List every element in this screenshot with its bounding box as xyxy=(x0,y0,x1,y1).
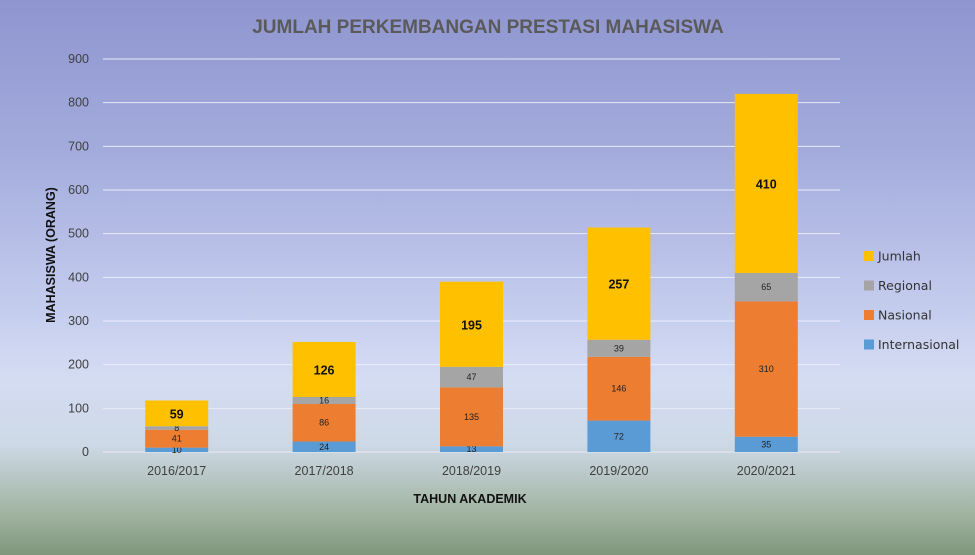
data-label: 10 xyxy=(172,445,182,455)
data-label: 310 xyxy=(759,364,774,374)
bar-segment-jumlah xyxy=(734,93,798,273)
x-tick-label: 2020/2021 xyxy=(737,464,796,478)
data-label: 16 xyxy=(319,395,329,405)
data-label: 65 xyxy=(761,282,771,292)
data-label: 86 xyxy=(319,418,329,428)
legend: Jumlah Regional Nasional Internasional xyxy=(864,249,959,352)
legend-label: Jumlah xyxy=(877,249,921,264)
bar-segment-internasional xyxy=(734,436,798,452)
y-tick-label: 900 xyxy=(68,52,89,66)
bar-segment-nasional xyxy=(292,403,356,442)
gridlines xyxy=(103,58,840,453)
x-axis-ticks: 2016/2017 2017/2018 2018/2019 2019/2020 2020… xyxy=(147,464,796,478)
chart-title: JUMLAH PERKEMBANGAN PRESTASI MAHASISWA xyxy=(252,17,724,38)
legend-swatch xyxy=(864,280,874,291)
bar-segment-regional xyxy=(440,366,503,388)
y-tick-label: 400 xyxy=(68,270,89,284)
data-label: 59 xyxy=(170,407,184,421)
data-label: 39 xyxy=(614,343,624,353)
data-label: 135 xyxy=(464,412,479,422)
bar-segment-internasional xyxy=(292,441,356,452)
x-tick-label: 2016/2017 xyxy=(147,464,206,478)
legend-label: Internasional xyxy=(878,337,959,352)
y-tick-label: 200 xyxy=(68,358,89,372)
bar-segment-nasional xyxy=(145,429,209,448)
data-label: 126 xyxy=(314,363,335,377)
data-label: 72 xyxy=(614,431,624,441)
bar-segment-regional xyxy=(292,396,356,404)
bar-segment-internasional xyxy=(440,446,503,452)
bar-segment-regional xyxy=(587,339,651,357)
x-axis-title: TAHUN AKADEMIK xyxy=(413,492,526,506)
x-tick-label: 2017/2018 xyxy=(295,464,354,478)
data-label: 24 xyxy=(319,442,329,452)
data-label: 257 xyxy=(608,278,629,292)
bar-segment-regional xyxy=(145,426,209,430)
y-tick-label: 500 xyxy=(68,227,89,241)
data-label: 410 xyxy=(756,177,777,191)
bar-segment-jumlah xyxy=(292,341,356,397)
bar-segment-nasional xyxy=(440,387,503,447)
y-tick-label: 700 xyxy=(68,139,89,153)
data-label: 195 xyxy=(461,318,482,332)
y-tick-label: 300 xyxy=(68,314,89,328)
legend-label: Nasional xyxy=(878,308,932,323)
data-label: 35 xyxy=(761,439,771,449)
y-tick-label: 0 xyxy=(82,445,89,459)
y-tick-label: 600 xyxy=(68,183,89,197)
legend-swatch xyxy=(864,339,874,350)
y-axis-title: MAHASISWA (ORANG) xyxy=(44,187,58,323)
bar-segment-regional xyxy=(734,272,798,302)
y-tick-label: 800 xyxy=(68,96,89,110)
data-label: 8 xyxy=(174,423,179,433)
data-label: 146 xyxy=(611,384,626,394)
bar-segment-internasional xyxy=(145,447,209,452)
y-axis-ticks: 0 100 200 300 400 500 600 700 800 900 xyxy=(68,52,89,459)
bar-segment-nasional xyxy=(587,356,651,421)
bar-segment-internasional xyxy=(587,420,651,452)
legend-swatch xyxy=(864,310,874,320)
bar-segment-jumlah xyxy=(145,400,209,427)
x-tick-label: 2018/2019 xyxy=(442,464,501,478)
data-label: 47 xyxy=(466,372,476,382)
bar-segment-jumlah xyxy=(587,227,651,340)
data-label: 13 xyxy=(466,444,476,454)
bar-segment-nasional xyxy=(734,301,798,437)
legend-label: Regional xyxy=(878,278,932,293)
x-tick-label: 2019/2020 xyxy=(589,464,648,478)
data-label: 41 xyxy=(172,434,182,444)
bar-segment-jumlah xyxy=(440,281,503,367)
y-tick-label: 100 xyxy=(68,401,89,415)
legend-swatch xyxy=(864,251,874,261)
